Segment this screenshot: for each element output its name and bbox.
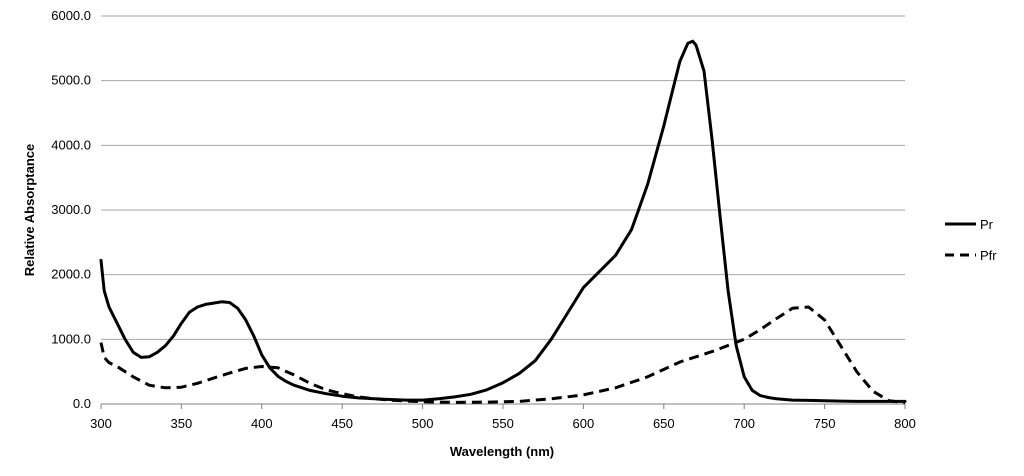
y-tick-label: 4000.0 bbox=[51, 137, 91, 152]
x-tick-label: 750 bbox=[814, 416, 836, 431]
series-line-pfr bbox=[99, 305, 906, 405]
x-tick-label: 650 bbox=[653, 416, 675, 431]
x-tick-label: 350 bbox=[171, 416, 193, 431]
y-tick-label: 3000.0 bbox=[51, 202, 91, 217]
x-tick-label: 400 bbox=[251, 416, 273, 431]
y-tick-label: 5000.0 bbox=[51, 73, 91, 88]
y-tick-label: 2000.0 bbox=[51, 267, 91, 282]
x-tick-label: 450 bbox=[331, 416, 353, 431]
gridlines bbox=[101, 15, 905, 340]
x-tick-label: 600 bbox=[573, 416, 595, 431]
x-tick-label: 500 bbox=[412, 416, 434, 431]
x-tick-label: 300 bbox=[90, 416, 112, 431]
y-tick-label: 6000.0 bbox=[51, 8, 91, 23]
series-line-pr bbox=[99, 39, 907, 403]
x-tick-label: 550 bbox=[492, 416, 514, 431]
legend-label-pr: Pr bbox=[980, 217, 994, 232]
legend: Pr Pfr bbox=[945, 217, 997, 263]
series-lines bbox=[99, 39, 907, 405]
y-tick-label: 1000.0 bbox=[51, 331, 91, 346]
y-axis-title: Relative Absorptance bbox=[22, 144, 37, 276]
axes bbox=[100, 403, 906, 409]
x-axis-title: Wavelength (nm) bbox=[450, 444, 554, 459]
y-tick-label: 0.0 bbox=[73, 396, 91, 411]
x-tick-label: 700 bbox=[733, 416, 755, 431]
x-tick-label: 800 bbox=[894, 416, 916, 431]
y-tick-labels: 0.0 1000.0 2000.0 3000.0 4000.0 5000.0 6000.0 bbox=[51, 8, 91, 411]
x-tick-labels: 300 350 400 450 500 550 600 650 700 750 800 bbox=[90, 416, 916, 431]
legend-label-pfr: Pfr bbox=[980, 248, 997, 263]
